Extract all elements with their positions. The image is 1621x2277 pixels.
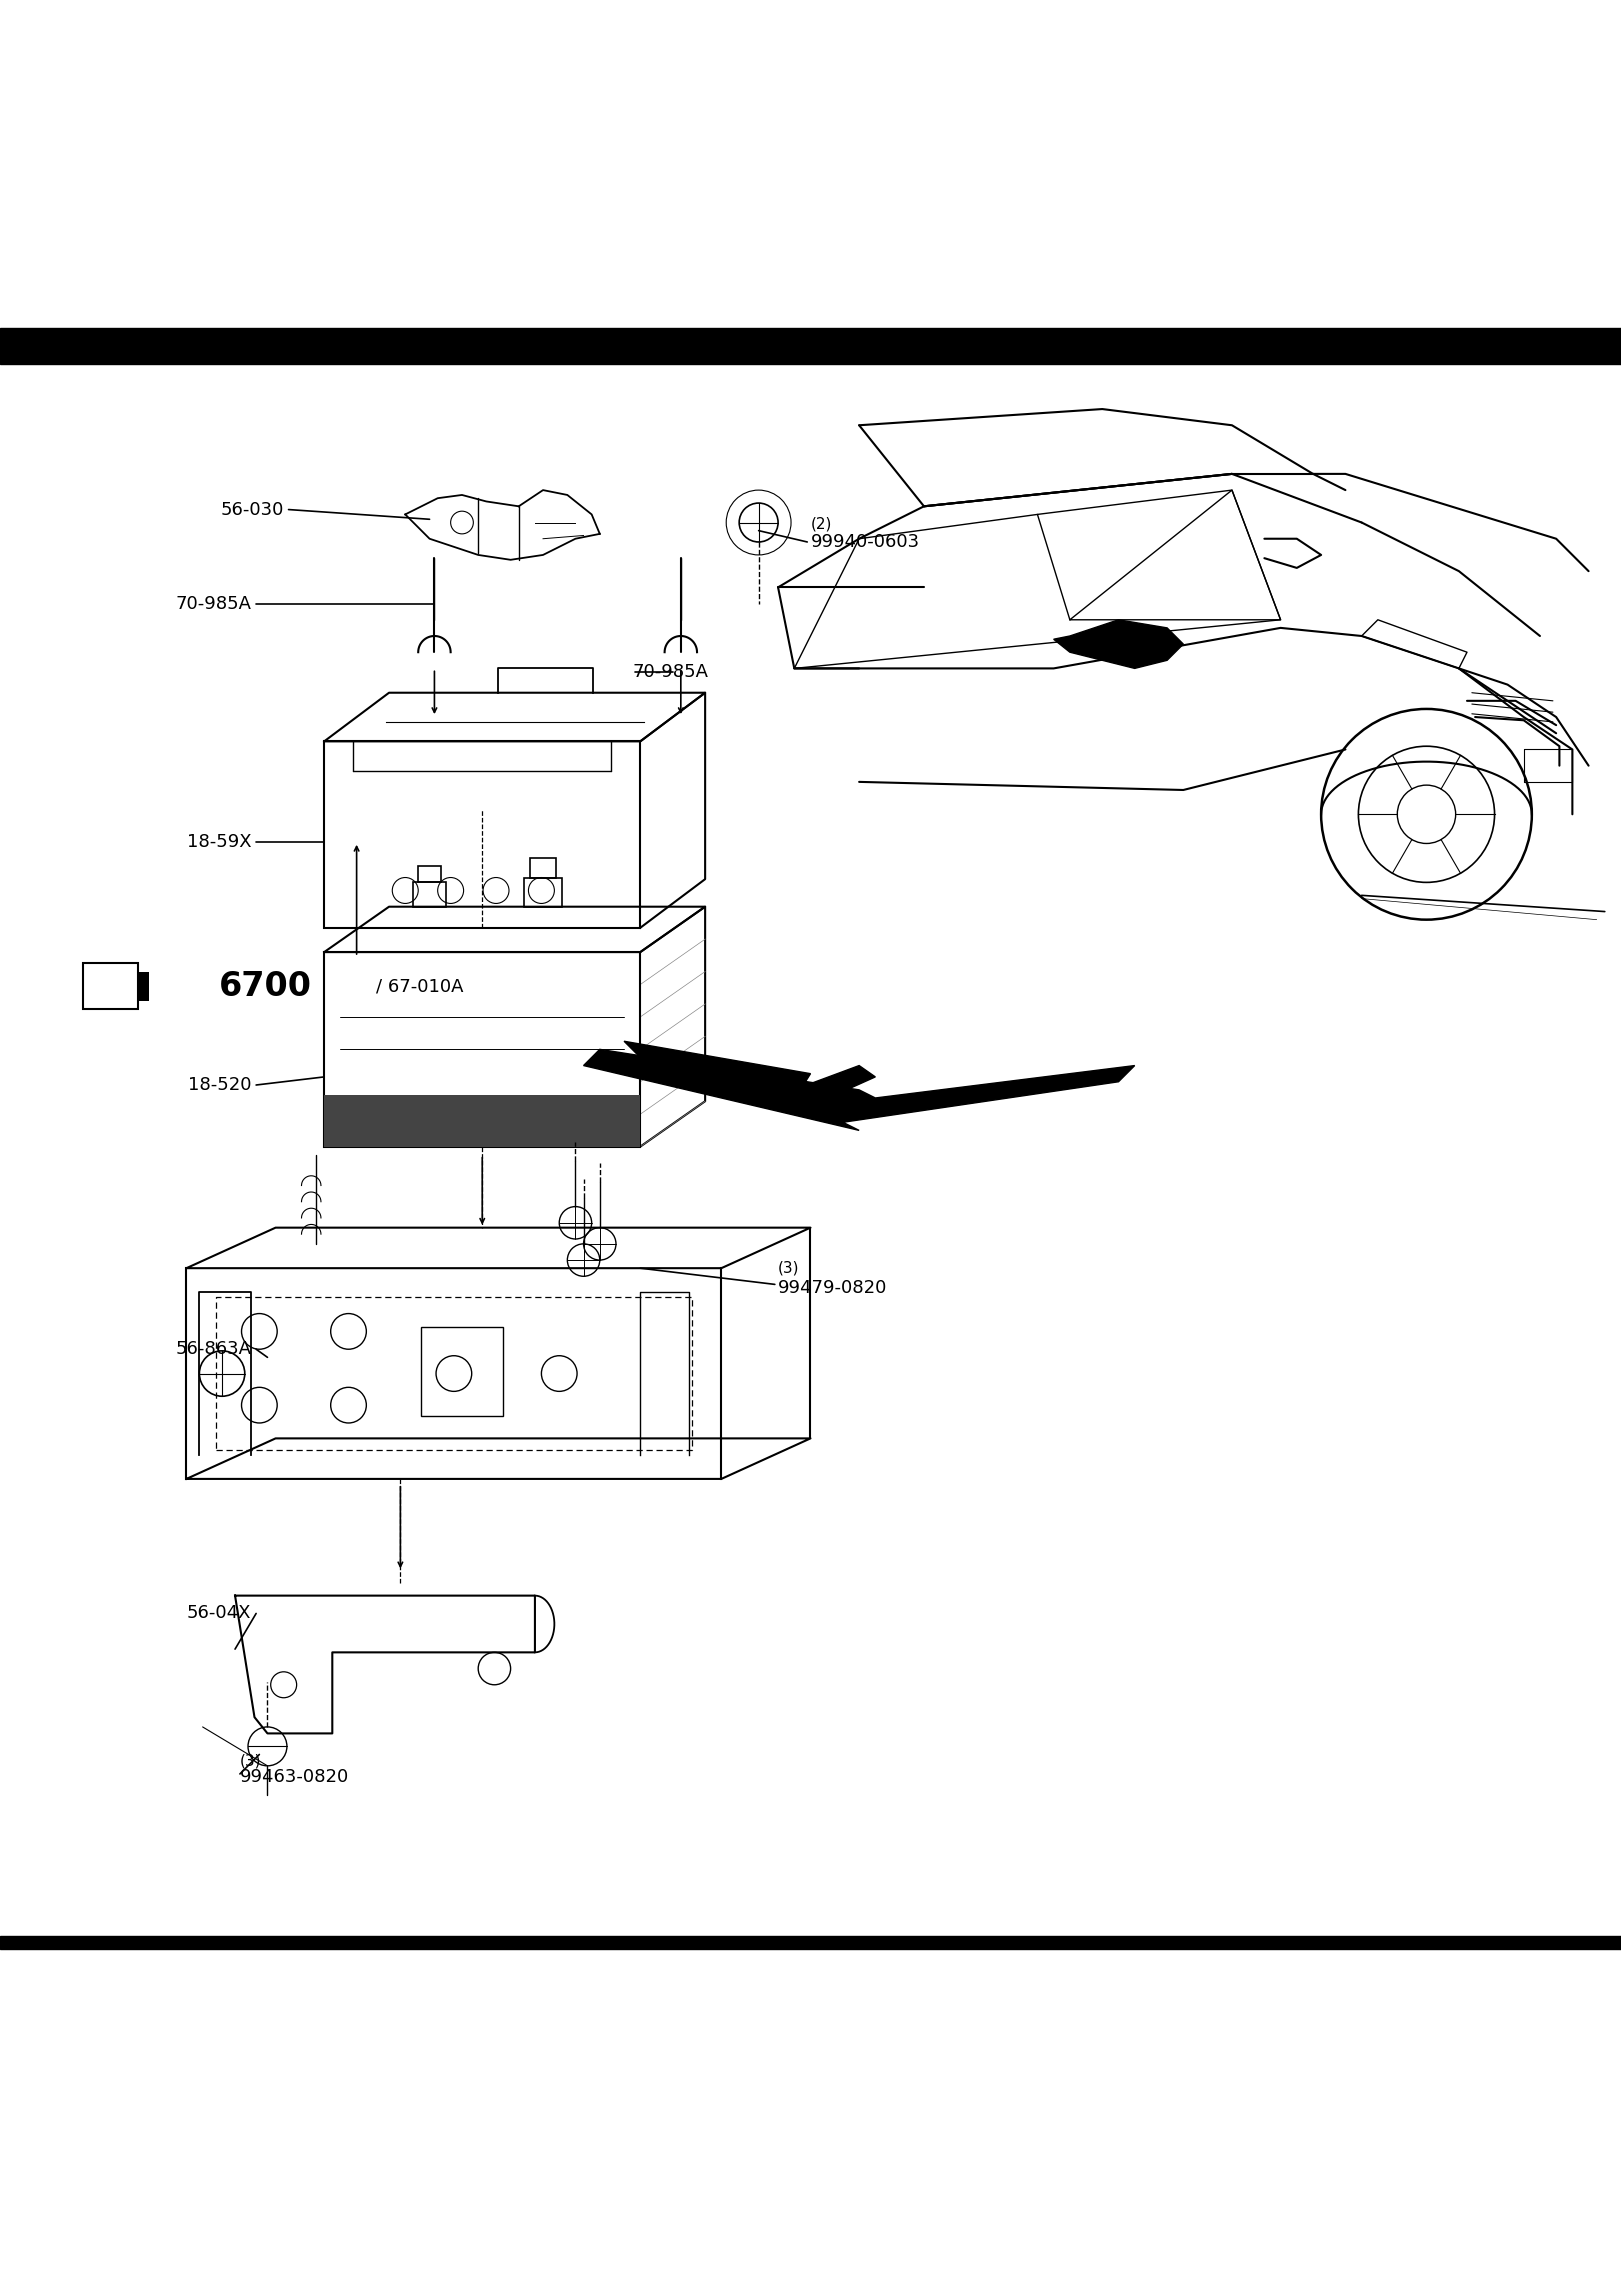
Bar (0, 328, 1621, 364)
Text: 18-59X: 18-59X (186, 833, 251, 852)
Bar (524, 877, 562, 906)
Bar (0, 1935, 1621, 1949)
Text: (2): (2) (810, 517, 832, 531)
Bar (324, 1095, 640, 1148)
Polygon shape (1054, 619, 1183, 669)
Bar (83, 963, 138, 1009)
Text: 99940-0603: 99940-0603 (810, 533, 919, 551)
Bar (324, 952, 640, 1148)
Text: (3): (3) (240, 1753, 261, 1769)
Bar (421, 1327, 503, 1416)
Bar (418, 865, 441, 883)
Polygon shape (584, 1050, 1135, 1129)
Polygon shape (624, 1041, 875, 1118)
Bar (413, 883, 446, 906)
Text: 99479-0820: 99479-0820 (778, 1280, 887, 1296)
Bar (530, 858, 556, 877)
Text: 99463-0820: 99463-0820 (240, 1769, 349, 1785)
Text: 56-04X: 56-04X (186, 1605, 251, 1624)
Text: 56-030: 56-030 (220, 501, 284, 519)
Bar (324, 742, 640, 927)
Text: 56-863A: 56-863A (175, 1341, 251, 1357)
Text: / 67-010A: / 67-010A (376, 977, 464, 995)
Bar (138, 972, 149, 1000)
Text: 18-520: 18-520 (188, 1077, 251, 1093)
Text: 70-985A: 70-985A (175, 594, 251, 613)
Text: 6700: 6700 (219, 970, 311, 1002)
Text: 70-985A: 70-985A (632, 663, 708, 681)
Text: (3): (3) (778, 1261, 799, 1275)
